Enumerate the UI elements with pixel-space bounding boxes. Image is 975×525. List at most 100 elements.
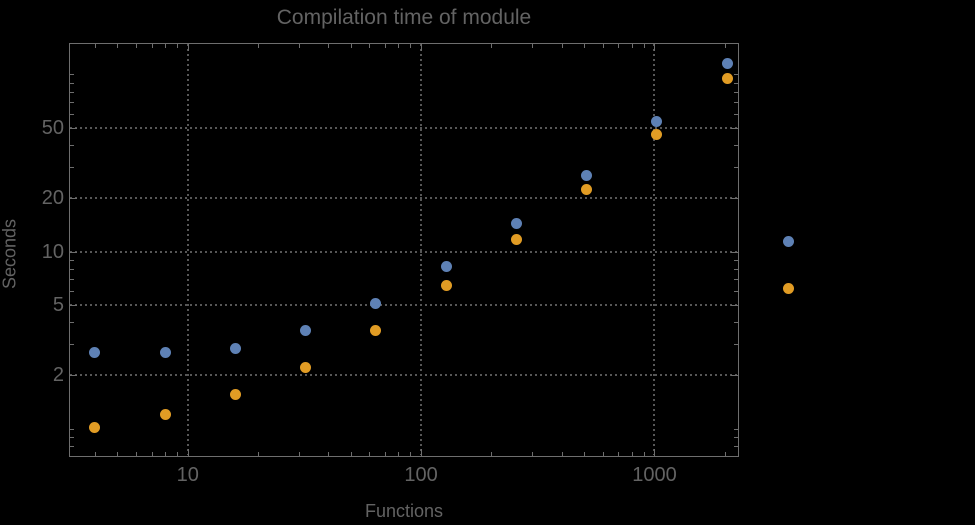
tick-mark-y-5 xyxy=(70,304,77,306)
gridline-y-5 xyxy=(70,303,737,306)
tick-mark-x-5 xyxy=(117,452,119,456)
gridline-y-20 xyxy=(70,197,737,200)
tick-mark-x-1000 xyxy=(654,449,656,456)
tick-mark-x-1000 xyxy=(654,44,656,51)
tick-mark-x-400 xyxy=(561,44,563,48)
tick-mark-y-20 xyxy=(70,198,77,200)
chart-title: Compilation time of module xyxy=(276,6,532,29)
data-point-series-1 xyxy=(440,261,452,273)
tick-mark-y-60 xyxy=(734,113,738,115)
tick-mark-y-100 xyxy=(734,74,738,76)
tick-mark-x-600 xyxy=(602,452,604,456)
tick-mark-x-60 xyxy=(369,452,371,456)
tick-mark-y-8 xyxy=(70,268,74,270)
tick-mark-y-6 xyxy=(70,290,74,292)
data-point-series-2 xyxy=(229,389,241,401)
tick-mark-y-4 xyxy=(70,321,74,323)
data-point-series-2 xyxy=(159,409,171,421)
tick-mark-y-30 xyxy=(734,167,738,169)
data-point-series-1 xyxy=(651,116,663,128)
gridline-y-50 xyxy=(70,126,737,129)
tick-mark-y-7 xyxy=(70,278,74,280)
gridline-x-100 xyxy=(420,44,423,455)
data-point-series-1 xyxy=(581,170,593,182)
tick-mark-x-6 xyxy=(135,452,137,456)
tick-mark-x-100 xyxy=(421,449,423,456)
tick-mark-y-40 xyxy=(70,144,74,146)
tick-mark-x-8 xyxy=(165,44,167,48)
tick-mark-y-0.9 xyxy=(70,436,74,438)
tick-mark-x-300 xyxy=(532,44,534,48)
tick-mark-x-20 xyxy=(257,44,259,48)
tick-mark-x-50 xyxy=(350,452,352,456)
data-point-series-1 xyxy=(89,346,101,358)
tick-mark-y-20 xyxy=(731,198,738,200)
tick-mark-y-50 xyxy=(731,127,738,129)
tick-mark-x-7 xyxy=(151,452,153,456)
tick-mark-x-700 xyxy=(618,452,620,456)
tick-mark-y-9 xyxy=(70,259,74,261)
tick-mark-x-200 xyxy=(491,452,493,456)
data-point-series-1 xyxy=(159,346,171,358)
x-tick-label: 1000 xyxy=(632,464,677,486)
y-tick-label: 2 xyxy=(52,364,64,387)
tick-mark-y-0.8 xyxy=(70,445,74,447)
x-tick-label: 100 xyxy=(404,464,438,486)
tick-mark-x-40 xyxy=(328,44,330,48)
gridline-y-2 xyxy=(70,374,737,377)
tick-mark-y-0.9 xyxy=(734,436,738,438)
tick-mark-x-90 xyxy=(410,44,412,48)
tick-mark-x-10 xyxy=(187,449,189,456)
tick-mark-x-9 xyxy=(177,44,179,48)
data-point-series-1 xyxy=(229,342,241,354)
tick-mark-y-10 xyxy=(70,251,77,253)
data-point-series-2 xyxy=(721,72,733,84)
x-tick-label: 10 xyxy=(176,464,199,486)
data-point-series-2 xyxy=(440,280,452,292)
tick-mark-y-50 xyxy=(70,127,77,129)
data-point-series-2 xyxy=(510,233,522,245)
tick-mark-y-40 xyxy=(734,144,738,146)
tick-mark-y-9 xyxy=(734,259,738,261)
tick-mark-x-80 xyxy=(398,44,400,48)
tick-mark-x-600 xyxy=(602,44,604,48)
data-point-series-1 xyxy=(370,297,382,309)
tick-mark-y-80 xyxy=(70,91,74,93)
plot-frame xyxy=(69,43,739,457)
x-axis-label: Functions xyxy=(364,501,444,521)
tick-mark-x-90 xyxy=(410,452,412,456)
tick-mark-y-5 xyxy=(731,304,738,306)
tick-mark-x-800 xyxy=(631,44,633,48)
tick-mark-y-0.8 xyxy=(734,445,738,447)
tick-mark-x-100 xyxy=(421,44,423,51)
tick-mark-y-3 xyxy=(70,344,74,346)
data-point-series-1 xyxy=(721,58,733,70)
tick-mark-y-90 xyxy=(734,82,738,84)
tick-mark-x-10 xyxy=(187,44,189,51)
tick-mark-y-1 xyxy=(70,428,74,430)
tick-mark-y-8 xyxy=(734,268,738,270)
tick-mark-x-900 xyxy=(643,44,645,48)
tick-mark-y-70 xyxy=(70,101,74,103)
data-point-series-2 xyxy=(651,128,663,140)
tick-mark-x-900 xyxy=(643,452,645,456)
tick-mark-x-300 xyxy=(532,452,534,456)
tick-mark-y-100 xyxy=(70,74,74,76)
data-point-series-1 xyxy=(300,324,312,336)
tick-mark-x-2000 xyxy=(724,452,726,456)
data-point-series-2 xyxy=(581,184,593,196)
tick-mark-y-90 xyxy=(70,82,74,84)
tick-mark-y-80 xyxy=(734,91,738,93)
tick-mark-x-700 xyxy=(618,44,620,48)
tick-mark-x-30 xyxy=(299,452,301,456)
tick-mark-x-200 xyxy=(491,44,493,48)
data-point-series-2 xyxy=(370,324,382,336)
tick-mark-y-7 xyxy=(734,278,738,280)
tick-mark-x-70 xyxy=(384,452,386,456)
tick-mark-x-40 xyxy=(328,452,330,456)
legend-marker-series-2 xyxy=(782,283,794,294)
y-tick-label: 20 xyxy=(41,187,64,210)
tick-mark-y-2 xyxy=(731,375,738,377)
tick-mark-y-1 xyxy=(734,428,738,430)
tick-mark-x-5 xyxy=(117,44,119,48)
